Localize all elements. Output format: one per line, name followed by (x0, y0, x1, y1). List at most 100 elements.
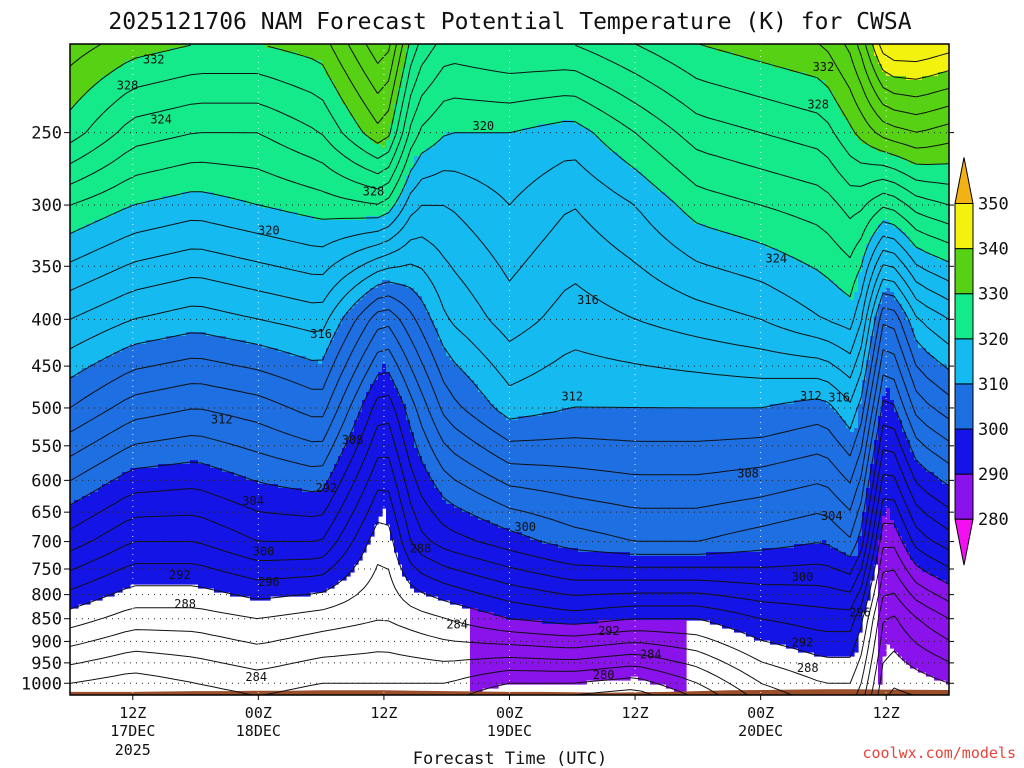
theta-band (138, 204, 143, 345)
theta-band (918, 464, 923, 569)
theta-band (482, 612, 487, 689)
theta-band (934, 360, 939, 477)
theta-band (606, 408, 611, 553)
theta-band (658, 44, 663, 193)
theta-band (94, 44, 99, 85)
theta-band (434, 488, 439, 597)
theta-band (378, 216, 383, 285)
theta-band (302, 44, 307, 57)
x-tick-label-36: 12Z (370, 704, 397, 722)
theta-band (454, 44, 459, 133)
theta-band (442, 136, 447, 349)
theta-band (902, 432, 907, 545)
theta-band (702, 556, 707, 621)
theta-band (734, 44, 739, 57)
theta-band (594, 552, 599, 625)
theta-band (238, 340, 243, 477)
theta-band (614, 620, 619, 681)
theta-band (342, 44, 347, 105)
y-tick-label-650: 650 (31, 503, 62, 523)
theta-band (906, 552, 911, 665)
theta-band (474, 132, 479, 385)
theta-band (114, 480, 119, 593)
theta-band (326, 76, 331, 221)
theta-band (174, 336, 179, 465)
theta-band (942, 164, 947, 261)
theta-band (118, 352, 123, 477)
theta-band (154, 340, 159, 469)
theta-band (946, 72, 949, 165)
theta-band (562, 44, 567, 121)
theta-band (466, 376, 471, 513)
theta-band (306, 44, 311, 57)
theta-band (830, 548, 835, 657)
axes: 2503003504004505005506006507007508008509… (21, 43, 954, 759)
theta-band (74, 376, 79, 501)
theta-band (86, 368, 91, 497)
theta-band (850, 128, 855, 301)
theta-band (786, 404, 791, 549)
theta-band (882, 220, 887, 293)
contour-line-326 (70, 44, 949, 206)
theta-band (534, 416, 539, 541)
theta-band (246, 480, 251, 597)
theta-band (770, 548, 775, 645)
theta-band (230, 472, 235, 597)
theta-band (550, 544, 555, 625)
theta-band (714, 552, 719, 625)
theta-band (778, 404, 783, 549)
theta-band (674, 620, 679, 693)
theta-band (686, 408, 691, 557)
theta-band (298, 356, 303, 489)
theta-band (738, 236, 743, 409)
theta-band (486, 132, 491, 401)
theta-band (514, 420, 519, 533)
theta-band (922, 252, 927, 349)
theta-band (742, 240, 747, 409)
theta-band (482, 132, 487, 397)
theta-band (770, 248, 775, 405)
theta-band (214, 468, 219, 593)
theta-band (98, 220, 103, 361)
theta-band (358, 300, 363, 413)
theta-band (510, 532, 515, 621)
contour-line-290 (70, 521, 949, 658)
theta-band (746, 60, 751, 241)
y-tick-label-800: 800 (31, 586, 62, 606)
theta-band (818, 272, 823, 401)
theta-band (646, 556, 651, 621)
theta-band (718, 552, 723, 625)
theta-band (422, 304, 427, 465)
theta-band (106, 356, 111, 485)
theta-band (342, 448, 347, 581)
theta-band (438, 44, 443, 141)
theta-band (190, 332, 195, 461)
theta-band (126, 348, 131, 473)
theta-band (490, 612, 495, 689)
theta-band (930, 576, 935, 677)
theta-band (718, 44, 723, 53)
theta-band (778, 44, 783, 69)
theta-band (138, 344, 143, 469)
theta-band (594, 408, 599, 553)
theta-band (334, 88, 339, 221)
theta-band (634, 168, 639, 409)
theta-band (718, 408, 723, 553)
theta-band (918, 80, 923, 165)
theta-band (374, 288, 379, 381)
theta-band (514, 532, 519, 621)
theta-band (390, 380, 395, 541)
contour-label-304: 304 (821, 509, 843, 523)
theta-band (618, 156, 623, 409)
theta-band (166, 464, 171, 585)
theta-band (478, 132, 483, 393)
theta-band (118, 476, 123, 593)
theta-band (798, 544, 803, 653)
theta-band (270, 44, 275, 49)
theta-band (654, 44, 659, 189)
theta-band (286, 44, 291, 53)
theta-band (474, 384, 479, 517)
y-tick-label-300: 300 (31, 196, 62, 216)
theta-band (302, 356, 307, 493)
theta-band (274, 484, 279, 597)
